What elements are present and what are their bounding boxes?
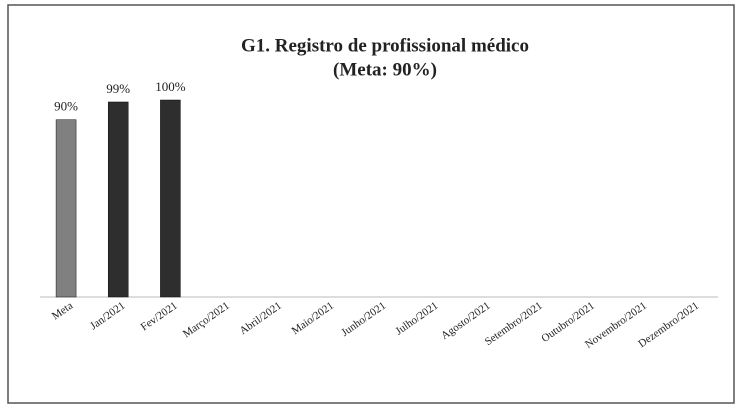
chart-title: G1. Registro de profissional médico bbox=[241, 35, 529, 56]
value-label: 100% bbox=[155, 79, 186, 94]
chart-subtitle: (Meta: 90%) bbox=[333, 59, 437, 80]
bar bbox=[160, 99, 181, 298]
value-label: 99% bbox=[106, 81, 130, 96]
bar bbox=[55, 119, 77, 298]
value-label: 90% bbox=[54, 99, 78, 114]
chart-frame bbox=[7, 4, 735, 404]
bar bbox=[107, 101, 129, 298]
